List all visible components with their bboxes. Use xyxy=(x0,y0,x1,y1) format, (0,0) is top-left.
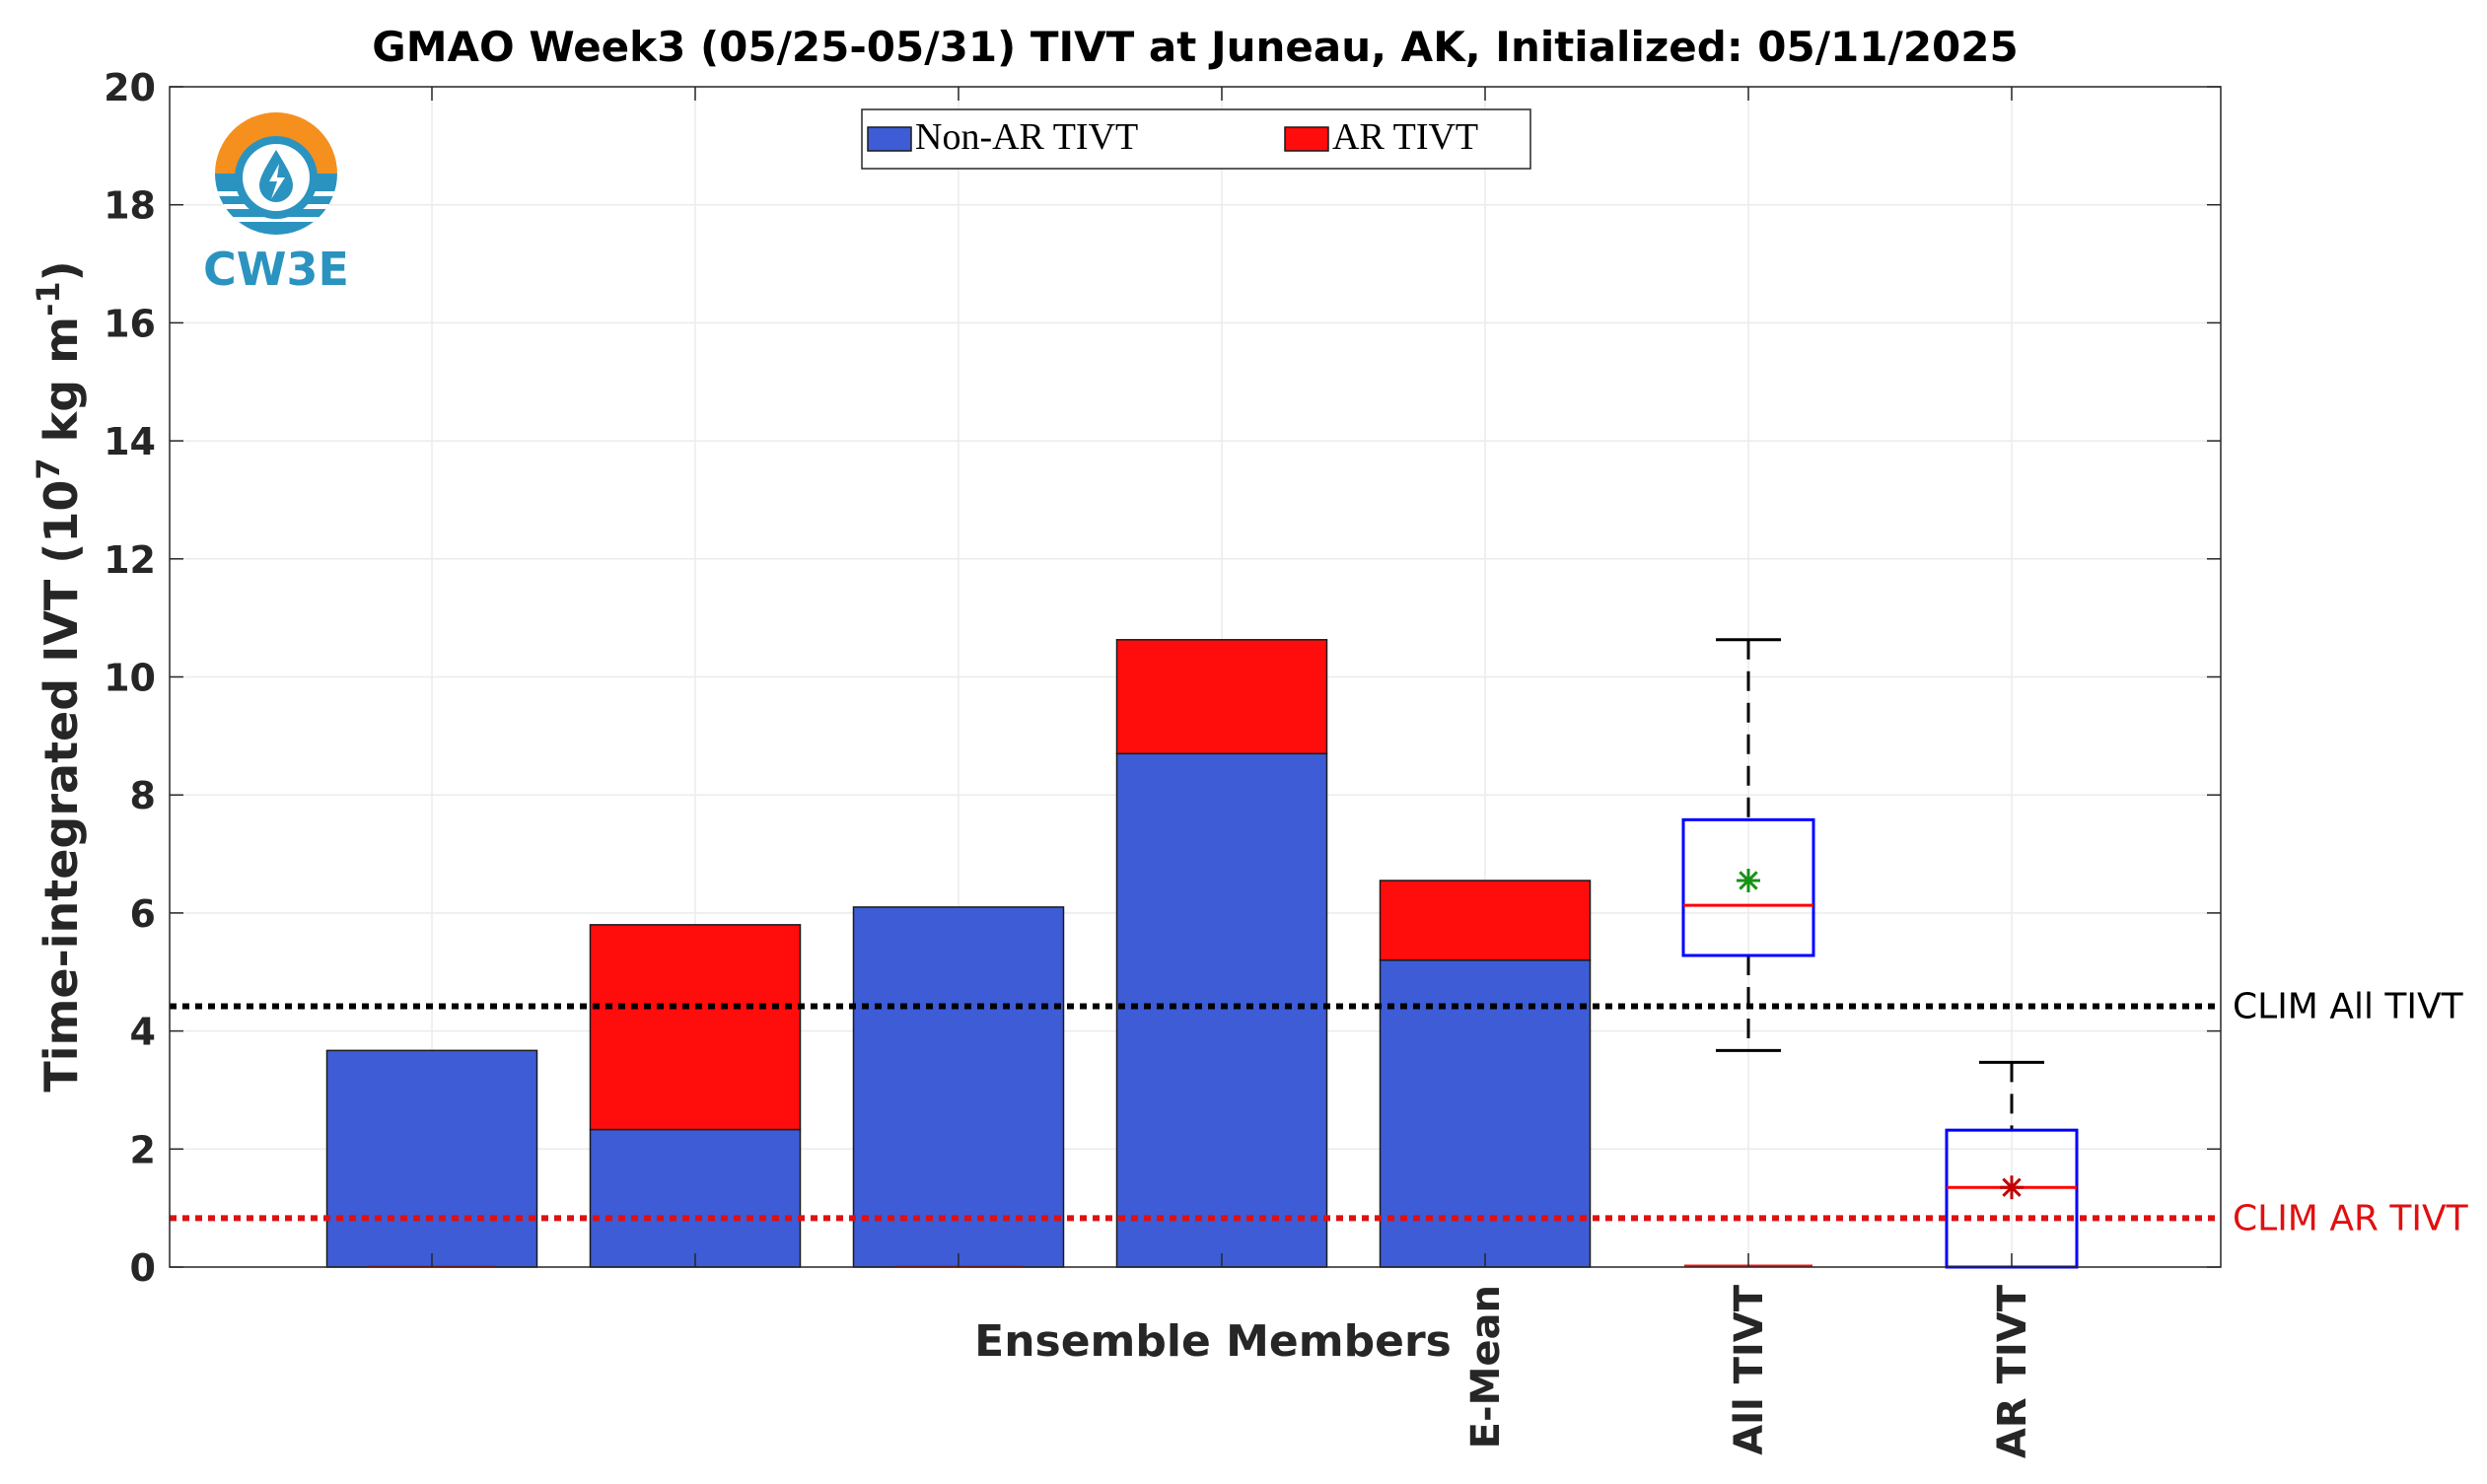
y-tick-label: 6 xyxy=(130,892,156,936)
bar-non-ar xyxy=(325,1049,538,1268)
plot-frame xyxy=(169,86,2222,1268)
bar-ar xyxy=(1379,880,1592,961)
boxplot-layer xyxy=(1681,638,2079,1269)
legend-swatch-non-ar xyxy=(867,126,912,152)
x-axis-label: Ensemble Members xyxy=(974,1316,1452,1367)
x-category-label: All TIVT xyxy=(1727,1284,1772,1454)
boxplot-mean-marker xyxy=(2000,1175,2024,1200)
cw3e-logo-text: CW3E xyxy=(203,243,349,296)
boxplot-mean-marker xyxy=(1737,868,1760,892)
boxplot-box xyxy=(1681,817,1815,957)
y-tick-label: 18 xyxy=(104,184,156,228)
legend-label-non-ar: Non-AR TIVT xyxy=(915,116,1138,158)
bar-non-ar xyxy=(589,1128,802,1268)
y-axis-label-superscript: -1 xyxy=(30,281,67,317)
y-tick-label: 2 xyxy=(130,1128,156,1171)
bar-ar xyxy=(589,924,802,1131)
cw3e-logo: CW3E xyxy=(192,106,360,304)
legend: Non-AR TIVT AR TIVT xyxy=(861,108,1531,170)
legend-swatch-ar xyxy=(1284,126,1329,152)
y-tick-label: 10 xyxy=(104,657,156,700)
cw3e-logo-icon xyxy=(215,112,337,235)
mean-marker-stroke xyxy=(2002,1177,2022,1197)
y-axis-label-part: ) xyxy=(35,260,88,281)
chart-title: GMAO Week3 (05/25-05/31) TIVT at Juneau,… xyxy=(372,23,2018,71)
bar-layer xyxy=(325,639,1592,1268)
y-tick-label: 12 xyxy=(104,538,156,582)
clim-reference-label: CLIM All TIVT xyxy=(2233,986,2464,1026)
y-axis-label-superscript: 7 xyxy=(30,458,67,479)
axes-layer xyxy=(169,86,2222,1268)
bar-non-ar xyxy=(852,906,1065,1268)
x-category-label: AR TIVT xyxy=(1990,1284,2035,1458)
bar-ar xyxy=(1115,639,1328,755)
y-tick-label: 14 xyxy=(104,420,156,463)
reference-line-layer xyxy=(170,1003,2221,1222)
y-axis-label-part: Time-integrated IVT (10 xyxy=(35,480,88,1093)
y-axis-label-part: kg m xyxy=(35,317,88,458)
legend-box xyxy=(861,108,1531,170)
y-tick-label: 20 xyxy=(104,66,156,109)
text-layer: 0 2 4 6 8 10 12 14 16 18 20 CLIM All TIVT CLIM AR TI… xyxy=(30,23,2469,1458)
y-tick-label: 0 xyxy=(130,1246,156,1290)
y-tick-label: 16 xyxy=(104,302,156,345)
bar-non-ar xyxy=(1115,752,1328,1268)
y-tick-label: 8 xyxy=(130,774,156,817)
y-tick-label: 4 xyxy=(130,1011,156,1054)
y-axis-label: Time-integrated IVT (107 kg m-1) xyxy=(30,260,88,1092)
x-category-label: E-Mean xyxy=(1463,1285,1509,1449)
clim-reference-label: CLIM AR TIVT xyxy=(2233,1198,2469,1238)
legend-label-ar: AR TIVT xyxy=(1332,116,1478,158)
mean-marker-stroke xyxy=(1739,871,1758,890)
